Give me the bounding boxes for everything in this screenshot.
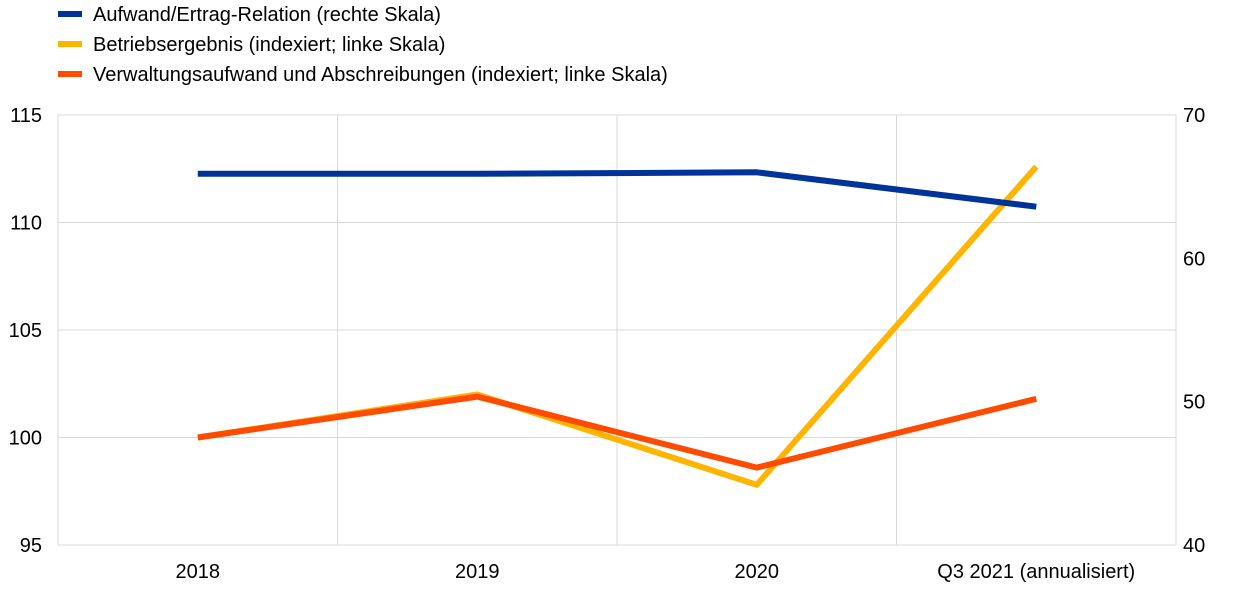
- series-line-3: [197, 393, 1038, 471]
- right-axis-ticks: 40 50 60 70: [1183, 105, 1205, 557]
- chart-legend: Aufwand/Ertrag-Relation (rechte Skala) Be…: [58, 4, 668, 86]
- x-axis-ticks: 2018 2019 2020 Q3 2021 (annualisiert): [176, 561, 1136, 583]
- x-tick-label-2: 2019: [455, 561, 500, 583]
- x-tick-label-4: Q3 2021 (annualisiert): [937, 561, 1135, 583]
- chart-grid: [57, 114, 1177, 546]
- legend-label-2: Betriebsergebnis (indexiert; linke Skala…: [93, 34, 445, 56]
- legend-label-3: Verwaltungsaufwand und Abschreibungen (i…: [93, 64, 668, 86]
- x-tick-label-3: 2020: [735, 561, 780, 583]
- left-tick-label-5: 115: [10, 105, 42, 127]
- left-tick-label-1: 95: [20, 535, 42, 557]
- legend-label-1: Aufwand/Ertrag-Relation (rechte Skala): [93, 4, 441, 26]
- right-tick-label-2: 50: [1183, 392, 1205, 414]
- series-line-1: [197, 169, 1037, 210]
- left-tick-label-2: 100: [9, 428, 42, 450]
- right-tick-label-1: 40: [1183, 535, 1205, 557]
- left-axis-ticks: 95 100 105 110 115: [9, 105, 42, 557]
- right-tick-label-3: 60: [1183, 248, 1205, 270]
- left-tick-label-3: 105: [9, 320, 42, 342]
- x-tick-label-1: 2018: [176, 561, 221, 583]
- chart-series: [197, 164, 1039, 488]
- right-tick-label-4: 70: [1183, 105, 1205, 127]
- left-tick-label-4: 110: [10, 213, 42, 235]
